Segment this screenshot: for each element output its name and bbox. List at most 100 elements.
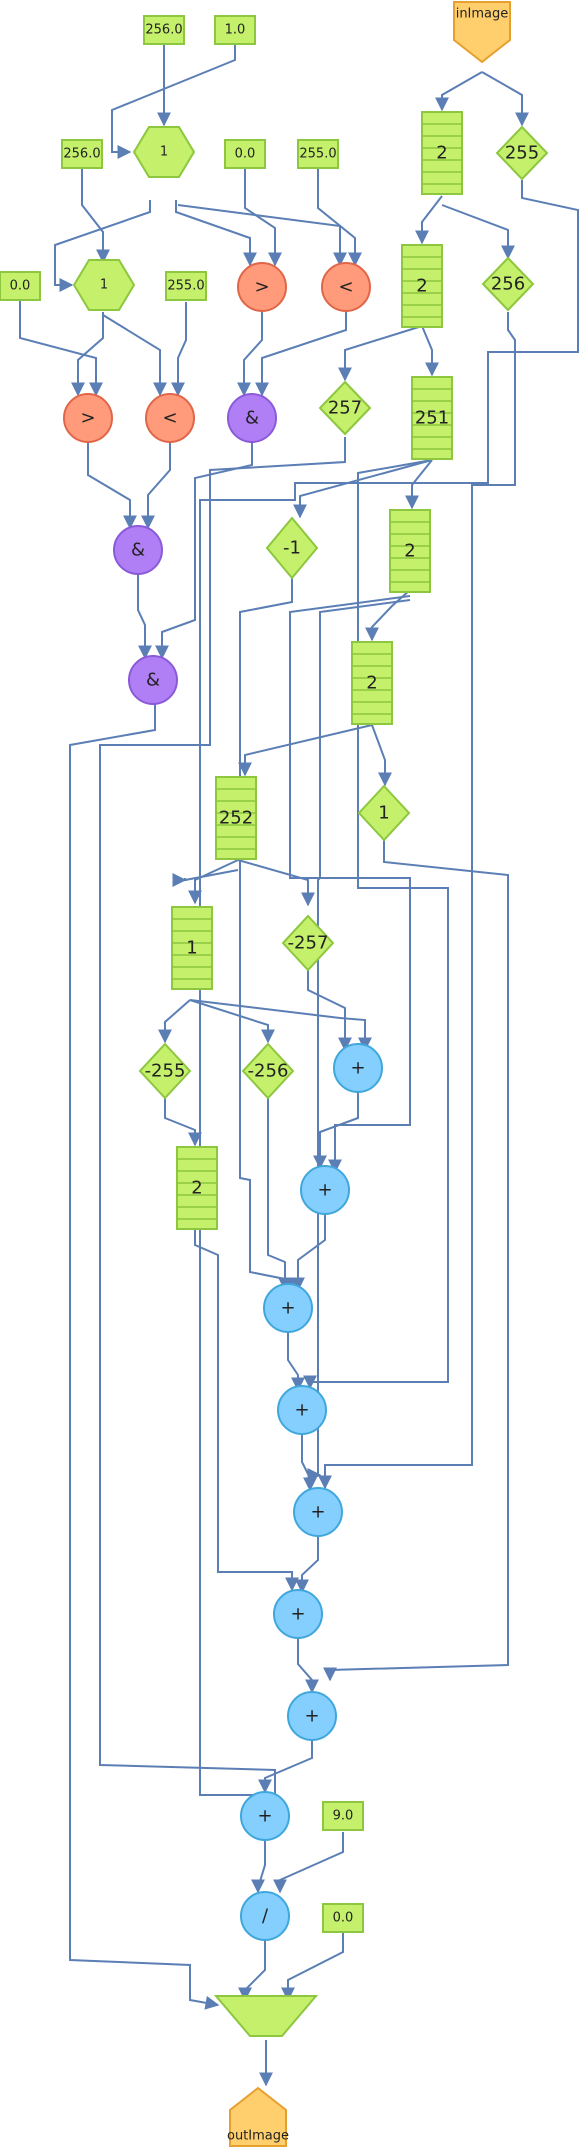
edge: [317, 168, 362, 267]
edge: [238, 724, 373, 777]
edge: [338, 325, 423, 382]
merge-node[interactable]: [213, 1995, 319, 2037]
edge: [189, 999, 275, 1044]
edge: [297, 1636, 319, 1694]
greater-than-node-mid[interactable]: >: [237, 262, 287, 312]
add-node-a7[interactable]: +: [287, 1691, 337, 1741]
constant-node-0-left[interactable]: 0.0: [0, 271, 41, 301]
diamond-label: 257: [328, 398, 362, 419]
add-node-a3[interactable]: +: [263, 1283, 313, 1333]
add-node-a1[interactable]: +: [333, 1043, 383, 1093]
edge: [318, 312, 516, 1490]
edge: [307, 970, 352, 1052]
edge: [303, 459, 449, 1390]
stack-node-s3[interactable]: 251: [411, 376, 453, 460]
stack-node-s8[interactable]: 2: [176, 1146, 218, 1230]
output-port-node[interactable]: outImage: [227, 2086, 289, 2147]
edge: [237, 859, 315, 907]
edge: [258, 1738, 313, 1794]
edge: [87, 438, 137, 530]
edge: [19, 300, 103, 397]
constant-node-255-mid[interactable]: 255.0: [297, 139, 339, 169]
diamond-node-1[interactable]: 1: [357, 784, 411, 842]
edge: [405, 459, 433, 510]
constant-node-256-top[interactable]: 256.0: [143, 15, 185, 45]
constant-node-9[interactable]: 9.0: [322, 1801, 364, 1831]
diamond-node-minus255[interactable]: -255: [138, 1042, 192, 1100]
edge: [183, 869, 239, 887]
edge: [189, 999, 372, 1052]
and-node-final[interactable]: &: [128, 655, 178, 705]
diamond-node-256[interactable]: 256: [481, 256, 535, 312]
add-node-a5[interactable]: +: [293, 1487, 343, 1537]
operator-label: <: [162, 408, 177, 429]
edge: [301, 1432, 317, 1492]
stack-node-s4[interactable]: 2: [389, 509, 431, 593]
constant-label: 9.0: [333, 1809, 354, 1824]
edge: [435, 71, 483, 112]
stack-label: 251: [415, 408, 449, 429]
divide-node[interactable]: /: [240, 1891, 290, 1941]
less-than-node-mid[interactable]: <: [321, 262, 371, 312]
add-node-a4[interactable]: +: [277, 1385, 327, 1435]
operator-label: +: [294, 1400, 309, 1421]
operator-label: /: [262, 1906, 269, 1927]
edge: [244, 168, 282, 267]
stack-node-s6[interactable]: 252: [215, 776, 257, 860]
stack-node-s2[interactable]: 2: [401, 244, 443, 328]
edge: [239, 578, 297, 1292]
diamond-node-minus1[interactable]: -1: [265, 516, 319, 580]
add-node-a6[interactable]: +: [273, 1589, 323, 1639]
edge: [267, 1098, 292, 1292]
diamond-label: -256: [248, 1061, 289, 1082]
edge: [54, 200, 151, 292]
stack-label: 252: [219, 808, 253, 829]
edge: [199, 180, 579, 1822]
input-port-node[interactable]: inImage: [453, 1, 511, 64]
hexagon-label: 1: [100, 278, 108, 293]
edge: [175, 200, 257, 267]
stack-node-s1[interactable]: 2: [421, 111, 463, 195]
diamond-node-minus256[interactable]: -256: [241, 1042, 295, 1100]
diamond-node-255[interactable]: 255: [495, 125, 549, 181]
diamond-node-257[interactable]: 257: [318, 380, 372, 436]
less-than-node-left[interactable]: <: [145, 393, 195, 443]
edge: [313, 1090, 359, 1170]
constant-node-256-left[interactable]: 256.0: [61, 139, 103, 169]
constant-node-1-top[interactable]: 1.0: [214, 15, 256, 45]
edge: [155, 440, 253, 660]
constant-label: 0.0: [10, 279, 31, 294]
edge: [177, 204, 347, 267]
stack-label: 2: [416, 276, 427, 297]
stack-label: 2: [191, 1178, 202, 1199]
diamond-label: -257: [288, 933, 329, 954]
constant-node-255-left[interactable]: 255.0: [165, 271, 207, 301]
edge: [141, 438, 171, 530]
constant-node-0-bottom[interactable]: 0.0: [322, 1903, 364, 1933]
add-node-a8[interactable]: +: [240, 1791, 290, 1841]
edge: [158, 999, 191, 1044]
operator-label: +: [280, 1298, 295, 1319]
edge: [441, 204, 515, 260]
edges: [19, 45, 579, 2087]
and-node-left[interactable]: &: [113, 525, 163, 575]
edge: [99, 437, 346, 1814]
diamond-node-minus257[interactable]: -257: [281, 914, 335, 972]
constant-label: 0.0: [333, 1911, 354, 1926]
and-node-mid[interactable]: &: [227, 393, 277, 443]
stack-node-s7[interactable]: 1: [171, 906, 213, 990]
stack-node-s5[interactable]: 2: [351, 641, 393, 725]
edge: [237, 308, 263, 397]
edge: [415, 195, 443, 245]
constant-node-0-mid[interactable]: 0.0: [224, 139, 266, 169]
greater-than-node-left[interactable]: >: [63, 393, 113, 443]
operator-label: +: [257, 1806, 272, 1827]
hexagon-node-top[interactable]: 1: [132, 126, 196, 178]
constant-label: 0.0: [235, 147, 256, 162]
hexagon-node-left[interactable]: 1: [72, 259, 136, 311]
operator-label: >: [254, 277, 269, 298]
operator-label: +: [317, 1180, 332, 1201]
edge: [293, 459, 433, 519]
add-node-a2[interactable]: +: [300, 1165, 350, 1215]
